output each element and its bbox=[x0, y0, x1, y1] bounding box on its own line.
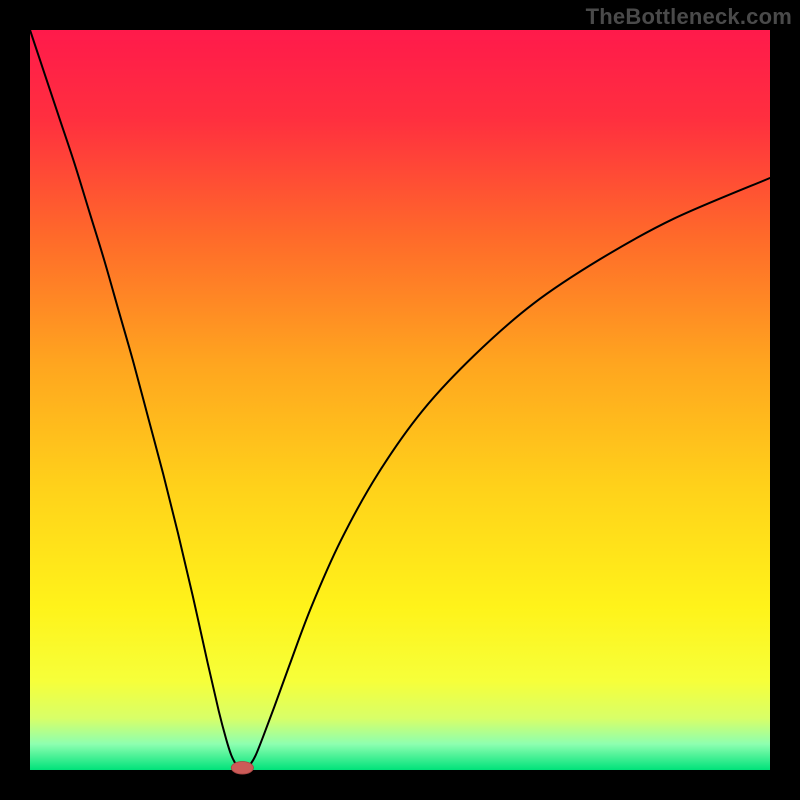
plot-background bbox=[30, 30, 770, 770]
chart-svg bbox=[0, 0, 800, 800]
trough-marker bbox=[231, 761, 253, 774]
chart-stage: TheBottleneck.com bbox=[0, 0, 800, 800]
watermark-text: TheBottleneck.com bbox=[586, 4, 792, 30]
